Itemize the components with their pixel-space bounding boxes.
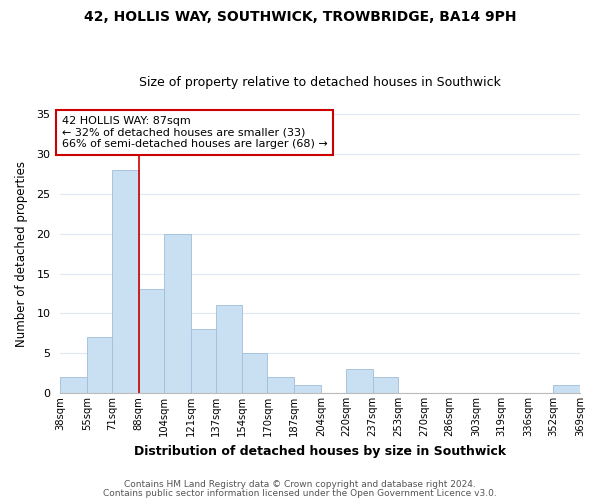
Bar — [139, 290, 164, 393]
Bar — [60, 377, 87, 393]
Text: 42 HOLLIS WAY: 87sqm
← 32% of detached houses are smaller (33)
66% of semi-detac: 42 HOLLIS WAY: 87sqm ← 32% of detached h… — [62, 116, 328, 149]
Bar — [553, 385, 580, 393]
Bar — [215, 306, 242, 393]
Text: 42, HOLLIS WAY, SOUTHWICK, TROWBRIDGE, BA14 9PH: 42, HOLLIS WAY, SOUTHWICK, TROWBRIDGE, B… — [84, 10, 516, 24]
X-axis label: Distribution of detached houses by size in Southwick: Distribution of detached houses by size … — [134, 444, 506, 458]
Title: Size of property relative to detached houses in Southwick: Size of property relative to detached ho… — [139, 76, 501, 90]
Bar — [373, 377, 398, 393]
Bar — [268, 377, 294, 393]
Bar — [87, 338, 112, 393]
Y-axis label: Number of detached properties: Number of detached properties — [15, 160, 28, 346]
Text: Contains HM Land Registry data © Crown copyright and database right 2024.: Contains HM Land Registry data © Crown c… — [124, 480, 476, 489]
Bar — [191, 330, 215, 393]
Bar — [294, 385, 321, 393]
Bar — [112, 170, 139, 393]
Text: Contains public sector information licensed under the Open Government Licence v3: Contains public sector information licen… — [103, 489, 497, 498]
Bar — [242, 353, 268, 393]
Bar — [346, 369, 373, 393]
Bar — [164, 234, 191, 393]
